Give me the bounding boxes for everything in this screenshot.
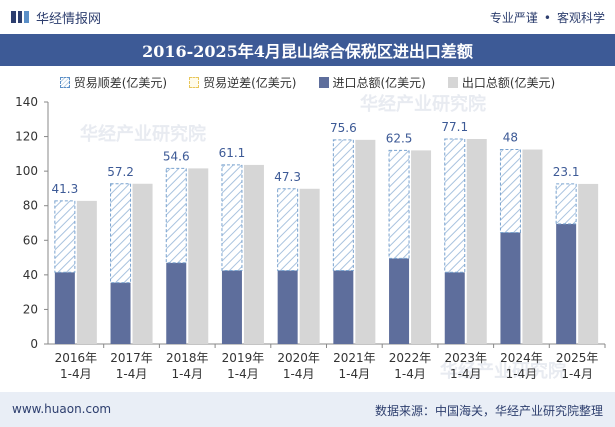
surplus-value-label: 61.1 <box>219 146 246 160</box>
y-tick-label: 80 <box>23 199 38 213</box>
export-bar <box>188 168 209 344</box>
legend-item-export: 出口总额(亿美元) <box>447 72 556 92</box>
x-tick-label: 2025年 <box>556 351 599 365</box>
y-tick-label: 0 <box>30 337 38 351</box>
logo-icon <box>11 11 29 23</box>
x-tick-label: 2021年 <box>333 351 376 365</box>
export-bar <box>243 164 264 344</box>
legend-label-deficit: 贸易逆差(亿美元) <box>203 75 297 90</box>
import-bar <box>277 270 298 344</box>
surplus-bar <box>221 164 243 272</box>
x-tick-label: 1-4月 <box>171 367 203 381</box>
brand[interactable]: 华经情报网 <box>10 8 102 27</box>
surplus-bar <box>555 183 577 225</box>
legend-item-surplus: 贸易顺差(亿美元) <box>59 72 168 92</box>
footer-url[interactable]: www.huaon.com <box>12 402 112 416</box>
export-bar <box>76 200 97 344</box>
surplus-bar <box>444 138 466 273</box>
y-tick-label: 60 <box>23 233 38 247</box>
y-tick-label: 40 <box>23 268 38 282</box>
x-tick-label: 1-4月 <box>394 367 426 381</box>
surplus-bar <box>54 200 76 273</box>
x-tick-label: 1-4月 <box>339 367 371 381</box>
y-tick-label: 120 <box>15 130 38 144</box>
export-bar <box>299 188 320 344</box>
x-tick-label: 1-4月 <box>283 367 315 381</box>
x-tick-label: 2017年 <box>110 351 153 365</box>
legend-label-import: 进口总额(亿美元) <box>332 75 426 90</box>
import-bar <box>110 282 131 344</box>
tagline-right: 客观科学 <box>556 11 605 25</box>
legend-swatch-surplus <box>59 76 70 88</box>
surplus-value-label: 57.2 <box>107 165 134 179</box>
tagline: 专业严谨 • 客观科学 <box>490 9 605 26</box>
export-bar <box>466 138 487 344</box>
label-layer: 41.3 57.2 54.6 61.1 47.3 75.6 62.5 77.1 48 23.1 <box>51 120 579 196</box>
surplus-bar <box>332 139 354 272</box>
import-bar <box>333 270 354 344</box>
tagline-left: 专业严谨 <box>489 11 538 25</box>
export-bar <box>578 183 599 344</box>
x-tick-label: 2024年 <box>500 351 543 365</box>
x-tick-label: 1-4月 <box>506 367 538 381</box>
surplus-value-label: 62.5 <box>386 131 413 145</box>
x-tick-label: 1-4月 <box>60 367 92 381</box>
brand-name: 华经情报网 <box>36 11 102 27</box>
import-bar <box>556 223 577 344</box>
watermark-text: 华经产业研究院 <box>360 93 486 115</box>
surplus-value-label: 23.1 <box>553 165 580 179</box>
x-tick-label: 1-4月 <box>561 367 593 381</box>
footer-source: 数据来源：中国海关，华经产业研究院整理 <box>374 404 603 418</box>
x-tick-label: 2016年 <box>55 351 98 365</box>
surplus-bar <box>110 183 132 284</box>
surplus-bar <box>499 149 521 234</box>
x-tick-label: 2018年 <box>166 351 209 365</box>
surplus-value-label: 41.3 <box>51 182 78 196</box>
surplus-value-label: 77.1 <box>441 120 468 134</box>
x-tick-label: 2023年 <box>444 351 487 365</box>
surplus-value-label: 47.3 <box>274 170 301 184</box>
x-tick-label: 2022年 <box>389 351 432 365</box>
import-bar <box>54 272 75 344</box>
legend-item-deficit: 贸易逆差(亿美元) <box>189 72 297 92</box>
chart-title: 2016-2025年4月昆山综合保税区进出口差额 <box>0 34 615 66</box>
export-bar <box>411 150 432 344</box>
surplus-bar <box>165 167 187 264</box>
surplus-bar <box>277 188 299 272</box>
y-tick-label: 140 <box>15 95 38 109</box>
surplus-bar <box>388 149 410 259</box>
chart-legend: 贸易顺差(亿美元) 贸易逆差(亿美元) 进口总额(亿美元) 出口总额(亿美元) <box>0 72 615 92</box>
import-bar <box>389 258 410 344</box>
import-bar <box>444 272 465 344</box>
import-bar <box>500 232 521 344</box>
export-bar <box>132 183 153 344</box>
legend-swatch-export <box>447 76 458 88</box>
legend-swatch-import <box>318 76 329 88</box>
import-bar <box>221 270 242 344</box>
export-bar <box>522 149 543 344</box>
x-tick-label: 2020年 <box>277 351 320 365</box>
y-tick-label: 100 <box>15 164 38 178</box>
legend-item-import: 进口总额(亿美元) <box>318 72 426 92</box>
surplus-value-label: 75.6 <box>330 121 357 135</box>
x-tick-label: 1-4月 <box>116 367 148 381</box>
header-bar: 华经情报网 专业严谨 • 客观科学 <box>0 0 615 34</box>
surplus-value-label: 48 <box>503 131 518 145</box>
x-tick-label: 2019年 <box>222 351 265 365</box>
watermark-text: 华经产业研究院 <box>440 360 566 382</box>
import-bar <box>166 262 187 344</box>
tagline-separator: • <box>543 11 551 25</box>
bar-chart: 华经产业研究院 华经产业研究院 华经产业研究院 0 20 40 60 80 100 120 1… <box>15 93 606 382</box>
surplus-value-label: 54.6 <box>163 149 190 163</box>
watermark-text: 华经产业研究院 <box>80 123 206 145</box>
export-bar <box>355 139 376 344</box>
legend-swatch-deficit <box>189 76 200 88</box>
y-tick-label: 20 <box>23 302 38 316</box>
x-tick-label: 1-4月 <box>450 367 482 381</box>
x-tick-label: 1-4月 <box>227 367 259 381</box>
bar-layer <box>54 138 599 344</box>
legend-label-export: 出口总额(亿美元) <box>461 75 556 90</box>
footer-bar: www.huaon.com 数据来源：中国海关，华经产业研究院整理 <box>0 392 615 427</box>
legend-label-surplus: 贸易顺差(亿美元) <box>73 75 168 90</box>
